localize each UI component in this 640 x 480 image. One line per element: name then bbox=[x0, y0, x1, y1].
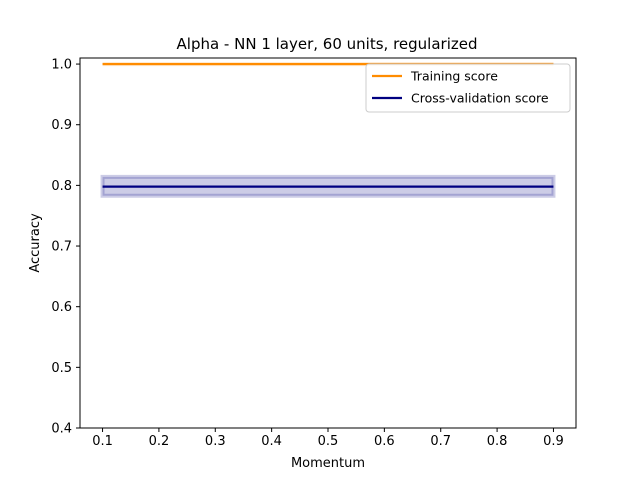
legend: Training score Cross-validation score bbox=[365, 63, 571, 113]
y-tick-label: 1.0 bbox=[51, 58, 72, 73]
x-tick-label: 0.1 bbox=[92, 434, 113, 449]
x-axis-label: Momentum bbox=[291, 456, 365, 471]
x-tick-label: 0.6 bbox=[374, 434, 395, 449]
x-tick-label: 0.8 bbox=[487, 434, 508, 449]
y-tick-label: 0.8 bbox=[51, 179, 72, 194]
legend-box bbox=[365, 63, 571, 113]
x-tick-label: 0.3 bbox=[205, 434, 226, 449]
x-tick-label: 0.4 bbox=[261, 434, 282, 449]
y-tick-label: 0.6 bbox=[51, 300, 72, 315]
x-tick-label: 0.9 bbox=[543, 434, 564, 449]
y-tick-label: 0.9 bbox=[51, 118, 72, 133]
y-tick-label: 0.7 bbox=[51, 240, 72, 255]
y-axis: 0.4 0.5 0.6 0.7 0.8 0.9 1.0 bbox=[51, 58, 80, 437]
chart-title: Alpha - NN 1 layer, 60 units, regularize… bbox=[177, 35, 478, 53]
legend-label-1: Cross-validation score bbox=[411, 91, 549, 106]
plot-frame bbox=[79, 57, 577, 429]
x-tick-label: 0.2 bbox=[149, 434, 170, 449]
x-tick-label: 0.5 bbox=[318, 434, 339, 449]
y-tick-label: 0.5 bbox=[51, 361, 72, 376]
legend-label-0: Training score bbox=[410, 69, 498, 84]
x-axis: 0.1 0.2 0.3 0.4 0.5 0.6 0.7 0.8 0.9 bbox=[92, 428, 564, 449]
plot-area bbox=[100, 62, 556, 198]
x-tick-label: 0.7 bbox=[430, 434, 451, 449]
y-tick-label: 0.4 bbox=[51, 422, 72, 437]
y-axis-label: Accuracy bbox=[28, 213, 43, 273]
